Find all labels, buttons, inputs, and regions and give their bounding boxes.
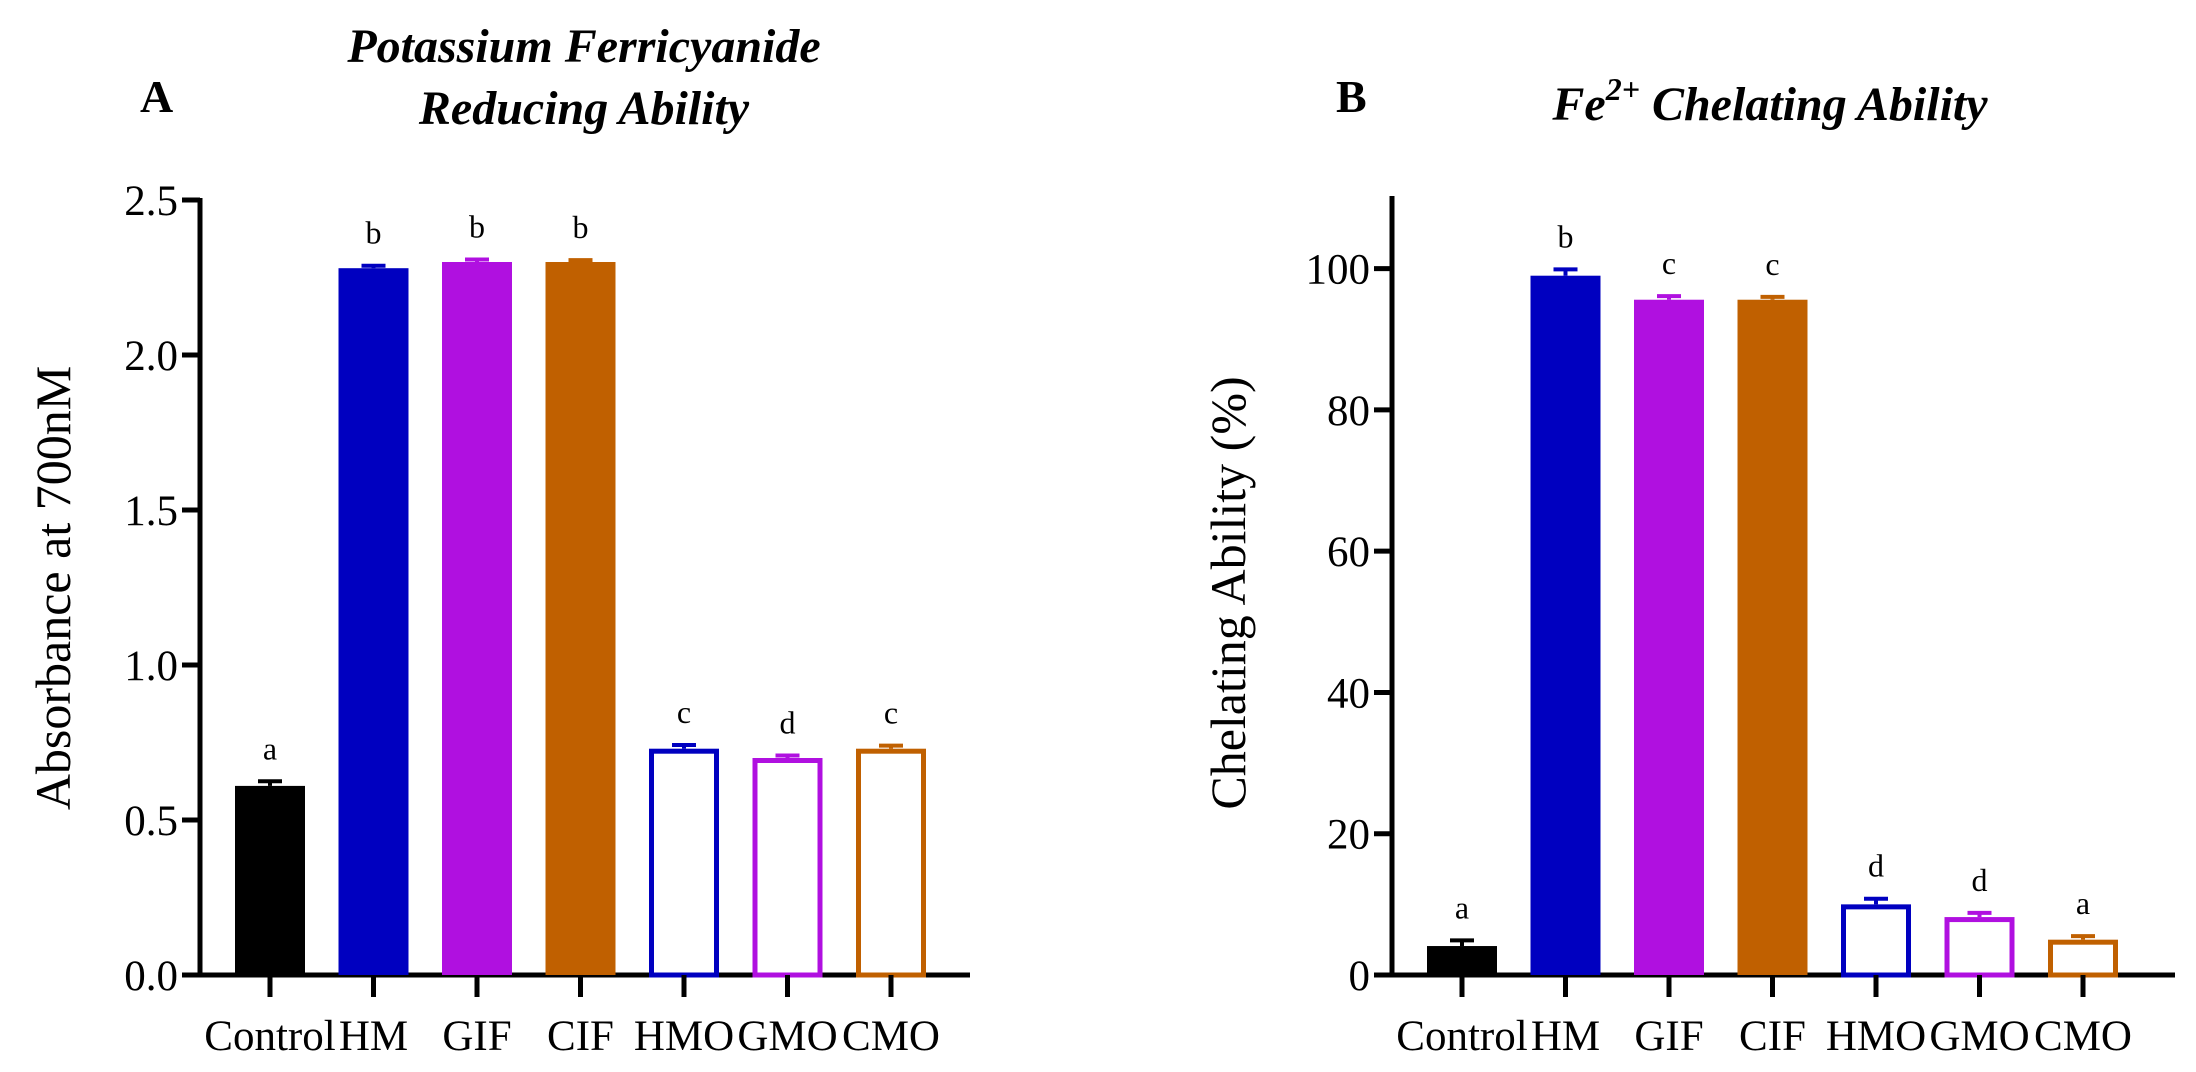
panel-b-letter: B — [1336, 71, 1367, 122]
panel-a-y-axis-title: Absorbance at 700nM — [25, 366, 81, 810]
panel-b-y-tick-label: 80 — [1327, 388, 1370, 435]
panel-b-y-tick-label: 0 — [1349, 953, 1371, 1000]
panel-a-category-label-hm: HM — [339, 1013, 408, 1060]
panel-a-bar-cif — [545, 262, 616, 975]
panel-a-bar-cmo — [856, 748, 926, 978]
panel-b-significance-letter-cif: c — [1765, 246, 1779, 282]
panel-b-significance-letter-gif: c — [1662, 245, 1676, 281]
panel-a-significance-letter-hm: b — [366, 215, 382, 251]
panel-a-significance-letter-cif: b — [573, 209, 589, 245]
panel-b-significance-letter-hmo: d — [1868, 848, 1884, 884]
panel-b-bar-hm — [1530, 275, 1601, 975]
panel-a-significance-letter-cmo: c — [884, 695, 898, 731]
panel-b-significance-letter-control: a — [1455, 889, 1469, 925]
panel-a-significance-letter-gmo: d — [780, 705, 796, 741]
panel-a-title-line-2: Reducing Ability — [418, 82, 750, 135]
panel-b-y-tick-label: 100 — [1306, 247, 1371, 294]
panel-a-bar-hm — [338, 268, 409, 975]
panel-b-category-label-gif: GIF — [1634, 1013, 1703, 1060]
panel-b-title-fe: Fe — [1551, 78, 1605, 131]
panel-b-category-label-cif: CIF — [1739, 1013, 1806, 1060]
panel-b-title-suffix: Chelating Ability — [1640, 78, 1988, 131]
panel-b-title: Fe2+ Chelating Ability — [1551, 71, 1988, 131]
panel-b-category-label-hmo: HMO — [1826, 1013, 1926, 1060]
panel-a-y-tick-label: 2.5 — [124, 178, 178, 225]
panel-b-y-tick-label: 60 — [1327, 529, 1370, 576]
panel-b-y-tick-label: 40 — [1327, 670, 1370, 717]
panel-a-y-tick-label: 1.0 — [124, 643, 178, 690]
panel-a-y-tick-label: 0.0 — [124, 953, 178, 1000]
panel-a-significance-letter-hmo: c — [677, 694, 691, 730]
panel-b-title-superscript: 2+ — [1605, 71, 1640, 107]
panel-a-category-label-gmo: GMO — [737, 1013, 837, 1060]
panel-b-category-label-cmo: CMO — [2034, 1013, 2132, 1060]
panel-a-bar-hmo — [649, 748, 719, 978]
panel-b-y-tick-label: 20 — [1327, 812, 1370, 859]
panel-b-category-label-control: Control — [1396, 1013, 1527, 1060]
panel-b-significance-letter-gmo: d — [1972, 862, 1988, 898]
panel-a-category-label-cmo: CMO — [842, 1013, 940, 1060]
panel-b-plot: 0 20 40 60 80 100 Control a HM b GIF c CIF c HMO d GMO d C… — [1306, 196, 2175, 1060]
panel-a-plot: 0.0 0.5 1.0 1.5 2.0 2.5 Control a HM b GIF b CIF b HMO… — [124, 178, 970, 1060]
panel-a-significance-letter-gif: b — [469, 209, 485, 245]
panel-b-bar-hmo — [1841, 904, 1911, 978]
panel-b-category-label-gmo: GMO — [1929, 1013, 2029, 1060]
panel-a-bar-gmo — [752, 758, 823, 978]
panel-a-letter: A — [140, 71, 173, 122]
panel-a-category-label-hmo: HMO — [634, 1013, 734, 1060]
panel-a-category-label-gif: GIF — [442, 1013, 511, 1060]
panel-a-category-label-cif: CIF — [547, 1013, 614, 1060]
panel-a-y-tick-label: 2.0 — [124, 333, 178, 380]
panel-a-y-tick-label: 1.5 — [124, 488, 178, 535]
panel-a-significance-letter-control: a — [263, 730, 277, 766]
panel-a-bar-control — [235, 785, 305, 975]
panel-a-bar-gif — [442, 262, 512, 975]
panel-b-bar-gif — [1634, 299, 1704, 975]
panel-b-bar-gmo — [1944, 917, 2015, 978]
panel-b-category-label-hm: HM — [1531, 1013, 1600, 1060]
panel-b-significance-letter-hm: b — [1558, 218, 1574, 254]
panel-a-y-tick-label: 0.5 — [124, 798, 178, 845]
panel-a-category-label-control: Control — [204, 1013, 335, 1060]
panel-a-title-line-1: Potassium Ferricyanide — [346, 20, 820, 73]
panel-b-bar-cmo — [2048, 939, 2118, 978]
panel-b-bar-control — [1427, 946, 1497, 975]
panel-b-significance-letter-cmo: a — [2076, 885, 2090, 921]
panel-b-bar-cif — [1737, 299, 1808, 975]
panel-b-y-axis-title: Chelating Ability (%) — [1200, 376, 1256, 809]
